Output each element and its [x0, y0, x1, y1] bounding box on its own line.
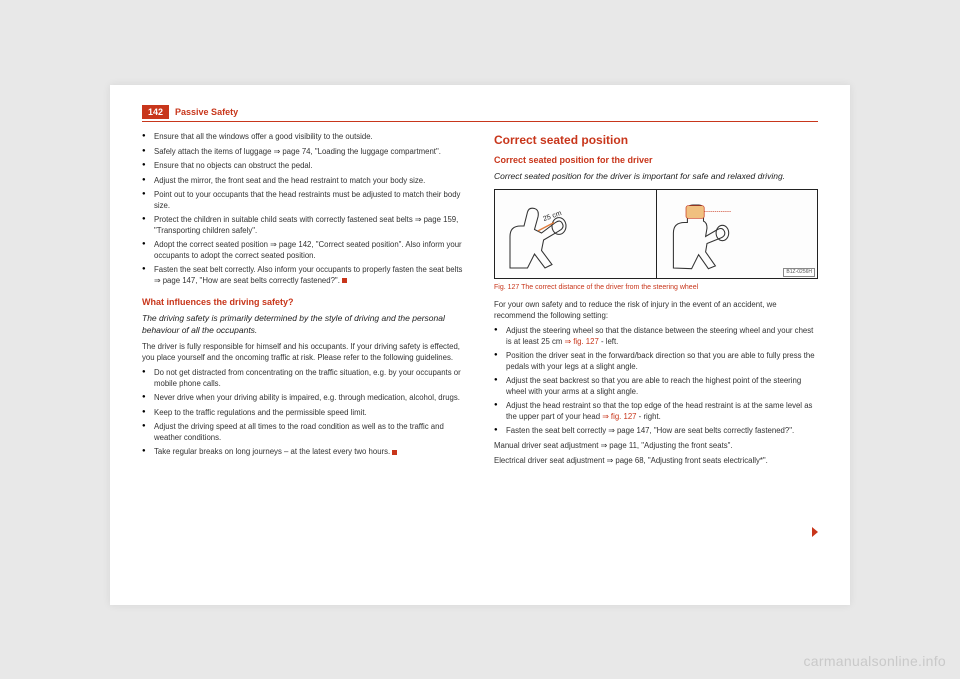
list-item-text: - left. [599, 337, 619, 346]
end-marker-icon [342, 278, 347, 283]
list-item: Do not get distracted from concentrating… [142, 368, 466, 389]
paragraph: The driver is fully responsible for hims… [142, 342, 466, 363]
list-item: Ensure that no objects can obstruct the … [142, 161, 466, 172]
list-item-text: Adjust the steering wheel so that the di… [506, 326, 813, 346]
list-item: Adopt the correct seated position ⇒ page… [142, 240, 466, 261]
list-item: Keep to the traffic regulations and the … [142, 408, 466, 419]
watermark: carmanualsonline.info [804, 653, 947, 669]
summary-text: Correct seated position for the driver i… [494, 171, 818, 182]
list-item: Adjust the steering wheel so that the di… [494, 326, 818, 347]
list-item: Protect the children in suitable child s… [142, 215, 466, 236]
list-item: Adjust the head restraint so that the to… [494, 401, 818, 422]
columns: Ensure that all the windows offer a good… [142, 132, 818, 472]
heading-1: Correct seated position [494, 132, 818, 148]
page-number: 142 [142, 105, 169, 119]
left-column: Ensure that all the windows offer a good… [142, 132, 466, 472]
right-column: Correct seated position Correct seated p… [494, 132, 818, 472]
fig-ref: ⇒ fig. 127 [602, 412, 636, 421]
list-item: Never drive when your driving ability is… [142, 393, 466, 404]
list-item: Adjust the mirror, the front seat and th… [142, 176, 466, 187]
list-item: Point out to your occupants that the hea… [142, 190, 466, 211]
fig-ref: ⇒ fig. 127 [565, 337, 599, 346]
list-item: Fasten the seat belt correctly ⇒ page 14… [494, 426, 818, 437]
heading-2: Correct seated position for the driver [494, 154, 818, 166]
driver-side-view-icon [503, 199, 573, 274]
list-item: Fasten the seat belt correctly. Also inf… [142, 265, 466, 286]
figure-caption: Fig. 127 The correct distance of the dri… [494, 283, 818, 292]
list-item-text: Take regular breaks on long journeys – a… [154, 447, 390, 456]
figure-right-panel: B1Z-0256H [657, 190, 818, 278]
list-item: Adjust the seat backrest so that you are… [494, 376, 818, 397]
driver-headrest-view-icon [665, 199, 735, 274]
continue-arrow-icon [812, 527, 818, 537]
figure-127: 25 cm B1Z-0256H [494, 189, 818, 279]
end-marker-icon [392, 450, 397, 455]
list-item: Safely attach the items of luggage ⇒ pag… [142, 147, 466, 158]
section-title: Passive Safety [175, 107, 238, 117]
list-item-text: Fasten the seat belt correctly. Also inf… [154, 265, 462, 285]
list-item: Position the driver seat in the forward/… [494, 351, 818, 372]
list-item-text: - right. [637, 412, 661, 421]
figure-left-panel: 25 cm [495, 190, 657, 278]
list-item: Ensure that all the windows offer a good… [142, 132, 466, 143]
summary-text: The driving safety is primarily determin… [142, 313, 466, 336]
paragraph: For your own safety and to reduce the ri… [494, 300, 818, 321]
heading-2: What influences the driving safety? [142, 296, 466, 308]
paragraph: Electrical driver seat adjustment ⇒ page… [494, 456, 818, 467]
page-header: 142 Passive Safety [142, 105, 818, 122]
figure-code: B1Z-0256H [783, 268, 815, 277]
list-item: Adjust the driving speed at all times to… [142, 422, 466, 443]
document-page: 142 Passive Safety Ensure that all the w… [110, 85, 850, 605]
list-item: Take regular breaks on long journeys – a… [142, 447, 466, 458]
paragraph: Manual driver seat adjustment ⇒ page 11,… [494, 441, 818, 452]
